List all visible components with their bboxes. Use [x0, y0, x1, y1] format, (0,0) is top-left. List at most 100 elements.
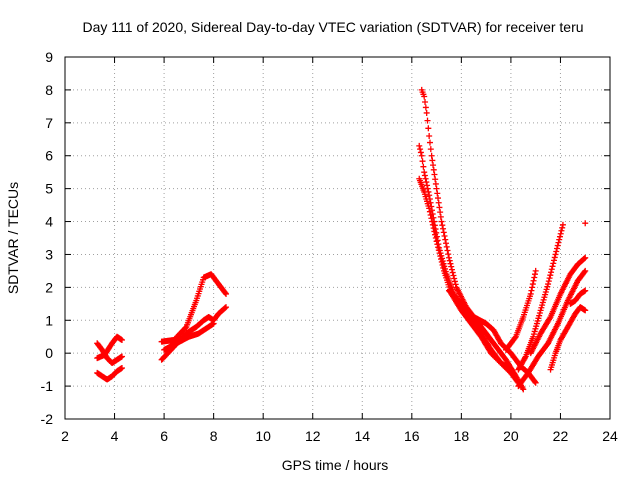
data-point: [418, 152, 425, 159]
y-tick-label: 7: [45, 115, 53, 131]
data-point: [421, 169, 428, 176]
data-point: [444, 247, 451, 254]
data-point: [118, 364, 125, 371]
data-point: [433, 238, 440, 245]
data-point: [528, 287, 535, 294]
series-trace-i: [416, 175, 514, 373]
data-point: [435, 244, 442, 251]
data-point: [432, 176, 439, 183]
series-trace-c: [94, 333, 125, 362]
plot-frame: [64, 56, 611, 420]
data-point: [422, 98, 429, 105]
data-point: [429, 157, 436, 164]
data-point: [552, 251, 559, 258]
y-tick-labels: -2 -1 0 1 2 3 4 5 6 7 8 9: [41, 49, 54, 427]
data-point: [527, 290, 534, 297]
grid-lines: [65, 57, 610, 419]
data-point: [441, 233, 448, 240]
data-point: [432, 180, 439, 187]
y-tick-label: 3: [45, 246, 53, 262]
data-point: [422, 104, 429, 111]
data-point: [554, 242, 561, 249]
series-trace-j: [445, 287, 539, 386]
y-tick-label: 0: [45, 345, 53, 361]
data-point: [531, 378, 538, 385]
series-trace-o: [547, 304, 589, 373]
data-point: [582, 267, 589, 274]
data-point: [439, 222, 446, 229]
y-tick-label: 6: [45, 148, 53, 164]
data-point: [445, 251, 452, 258]
y-tick-label: 1: [45, 312, 53, 328]
data-point: [551, 257, 558, 264]
data-point: [434, 190, 441, 197]
x-tick-labels: 2 4 6 8 10 12 14 16 18 20 22 24: [61, 428, 618, 444]
data-point: [437, 213, 444, 220]
data-point: [422, 175, 429, 182]
data-point: [548, 266, 555, 273]
x-axis-label: GPS time / hours: [282, 457, 389, 473]
data-point: [417, 146, 424, 153]
data-point: [419, 158, 426, 165]
data-point: [581, 255, 588, 262]
data-point: [529, 281, 536, 288]
data-point: [530, 277, 537, 284]
data-point: [507, 366, 514, 373]
data-point: [431, 228, 438, 235]
y-tick-label: -1: [41, 378, 54, 394]
data-point: [429, 221, 436, 228]
data-point: [222, 290, 229, 297]
data-point: [556, 233, 563, 240]
data-point: [427, 211, 434, 218]
data-point: [223, 304, 230, 311]
series-outlier: [582, 220, 589, 227]
data-point: [433, 185, 440, 192]
data-point: [443, 243, 450, 250]
x-tick-label: 12: [305, 428, 321, 444]
data-point: [428, 215, 435, 222]
data-point: [529, 284, 536, 291]
y-tick-label: 5: [45, 181, 53, 197]
data-point: [118, 353, 125, 360]
y-tick-label: 2: [45, 279, 53, 295]
data-point: [426, 192, 433, 199]
x-tick-label: 20: [503, 428, 519, 444]
data-point: [559, 224, 566, 231]
data-point: [436, 250, 443, 257]
data-point: [429, 218, 436, 225]
data-point: [546, 315, 553, 322]
data-point: [435, 199, 442, 206]
data-point: [423, 179, 430, 186]
data-point: [428, 152, 435, 159]
data-point: [520, 386, 527, 393]
x-tick-label: 4: [111, 428, 119, 444]
data-point: [448, 263, 455, 270]
x-tick-label: 18: [454, 428, 470, 444]
data-point: [424, 117, 431, 124]
data-point: [545, 278, 552, 285]
data-point: [545, 281, 552, 288]
data-point: [450, 272, 457, 279]
series-trace-f: [161, 320, 217, 353]
data-point: [439, 261, 446, 268]
x-tick-label: 14: [354, 428, 370, 444]
series-trace-m: [515, 267, 589, 390]
data-point: [553, 245, 560, 252]
data-points: [94, 86, 589, 393]
data-point: [531, 274, 538, 281]
data-point: [438, 256, 445, 263]
x-tick-label: 10: [255, 428, 271, 444]
data-point: [424, 182, 431, 189]
series-trace-b: [94, 364, 125, 383]
data-point: [558, 227, 565, 234]
data-point: [426, 132, 433, 139]
data-point: [426, 208, 433, 215]
data-point: [434, 241, 441, 248]
chart-title: Day 111 of 2020, Sidereal Day-to-day VTE…: [82, 19, 583, 35]
data-point: [210, 320, 217, 327]
data-point: [582, 287, 589, 294]
axis-ticks: [64, 56, 611, 420]
data-point: [448, 266, 455, 273]
data-point: [436, 204, 443, 211]
